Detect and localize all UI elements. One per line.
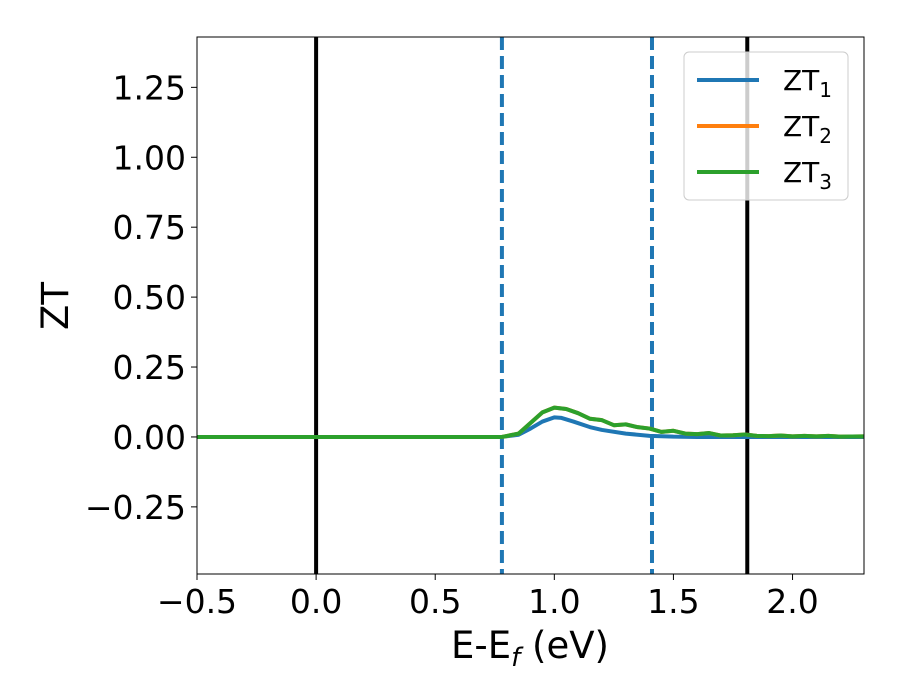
series-lines: [197, 405, 864, 439]
series-line-1: [197, 415, 864, 439]
y-tick-label: 1.25: [113, 68, 186, 107]
x-axis-ticks: −0.5 0.0 0.5 1.0 1.5 2.0: [157, 574, 819, 621]
x-tick-label: 1.0: [528, 582, 580, 621]
series-line-3: [197, 405, 864, 439]
y-tick-label: 0.50: [113, 278, 186, 317]
legend-box: [683, 51, 849, 201]
legend-label-3: ZT3: [783, 156, 832, 194]
y-tick-label: 0.75: [113, 208, 186, 247]
y-tick-label: 0.00: [113, 418, 186, 457]
x-tick-label: 0.0: [290, 582, 342, 621]
legend: ZT1 ZT2 ZT3: [683, 51, 849, 201]
y-tick-label: 1.00: [113, 138, 186, 177]
x-axis-label: E-Ef (eV): [451, 624, 609, 673]
y-axis-label: ZT: [34, 282, 77, 330]
y-axis-ticks: −0.25 0.00 0.25 0.50 0.75 1.00 1.25: [85, 68, 197, 527]
y-tick-label: −0.25: [85, 488, 186, 527]
legend-label-1: ZT1: [783, 64, 832, 102]
x-tick-label: 2.0: [766, 582, 818, 621]
x-tick-label: 1.5: [647, 582, 699, 621]
x-tick-label: −0.5: [157, 582, 237, 621]
y-tick-label: 0.25: [113, 348, 186, 387]
plot-frame: [196, 36, 865, 575]
x-tick-label: 0.5: [409, 582, 461, 621]
legend-label-2: ZT2: [783, 110, 832, 148]
